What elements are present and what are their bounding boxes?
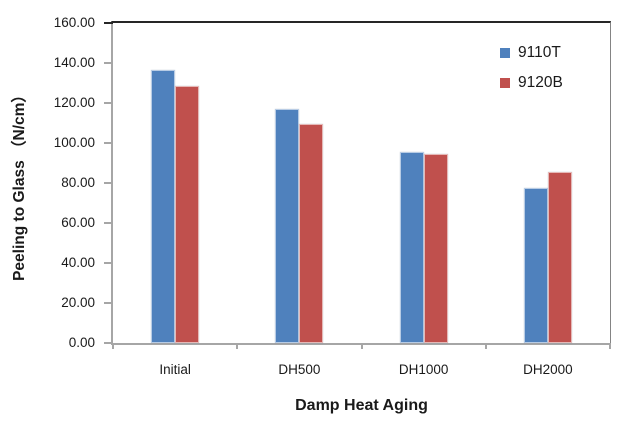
y-tick-label: 80.00 — [61, 175, 95, 190]
bar-9120B-Initial — [175, 86, 200, 343]
y-tick-label: 40.00 — [61, 255, 95, 270]
y-tick-mark — [104, 182, 113, 184]
y-tick-mark — [104, 262, 113, 264]
legend-swatch-9110T — [500, 48, 510, 58]
legend-label: 9120B — [518, 74, 563, 91]
bar-9110T-Initial — [151, 70, 176, 343]
y-tick-mark — [104, 222, 113, 224]
bar-9110T-DH500 — [275, 109, 300, 343]
x-tick-mark — [609, 343, 611, 349]
legend-swatch-9120B — [500, 78, 510, 88]
legend-item-9120B: 9120B — [500, 75, 563, 91]
legend: 9110T 9120B — [500, 45, 563, 105]
bar-9110T-DH1000 — [399, 152, 424, 343]
legend-label: 9110T — [518, 44, 561, 61]
y-tick-mark — [104, 302, 113, 304]
y-tick-label: 100.00 — [53, 135, 95, 150]
y-tick-label: 60.00 — [61, 215, 95, 230]
x-category-label: Initial — [159, 362, 191, 377]
y-tick-mark — [104, 342, 113, 344]
y-tick-mark — [104, 62, 113, 64]
x-tick-mark — [236, 343, 239, 349]
legend-item-9110T: 9110T — [500, 45, 563, 61]
y-tick-label: 140.00 — [53, 55, 95, 70]
x-category-label: DH500 — [278, 362, 321, 377]
x-tick-mark — [360, 343, 363, 349]
x-category-label: DH2000 — [523, 362, 573, 377]
x-tick-mark — [484, 343, 487, 349]
y-tick-label: 160.00 — [53, 15, 95, 30]
bar-9120B-DH1000 — [423, 154, 448, 343]
x-tick-mark — [112, 343, 114, 349]
y-tick-label: 120.00 — [53, 95, 95, 110]
y-tick-mark — [104, 142, 113, 144]
bar-9120B-DH2000 — [547, 172, 572, 343]
y-tick-label: 20.00 — [61, 295, 95, 310]
bar-9120B-DH500 — [299, 124, 324, 343]
y-tick-mark — [104, 22, 113, 24]
x-category-label: DH1000 — [398, 362, 449, 377]
bar-9110T-DH2000 — [523, 188, 548, 343]
y-tick-mark — [104, 102, 113, 104]
x-axis-title: Damp Heat Aging — [295, 397, 428, 414]
y-tick-label: 0.00 — [68, 335, 95, 350]
